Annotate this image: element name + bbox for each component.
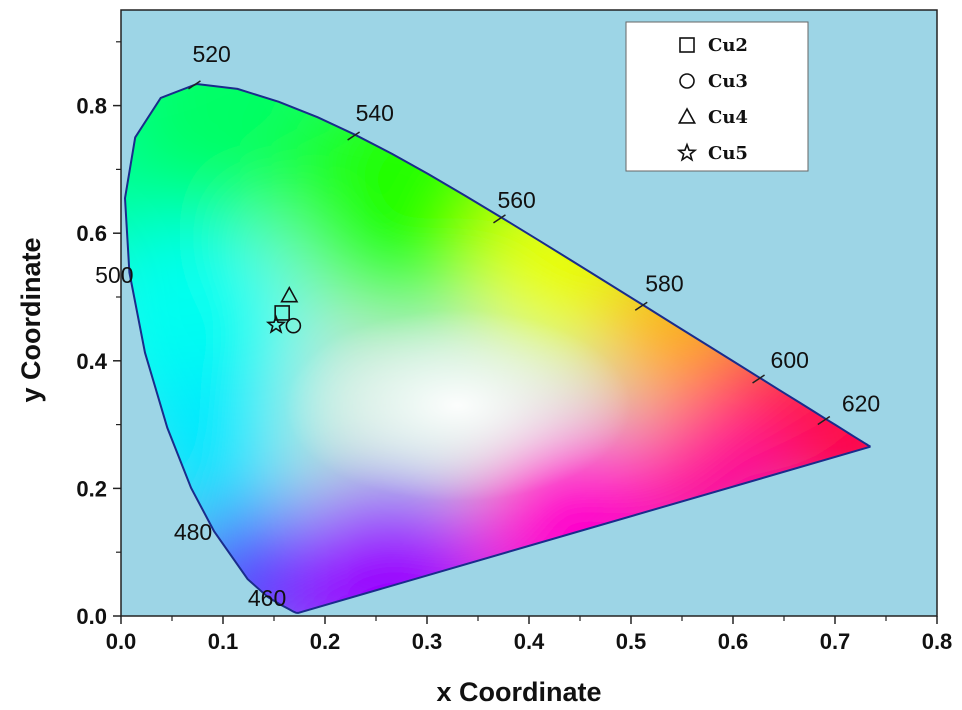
wavelength-label: 620 [842,390,880,416]
wavelength-tick [493,214,506,224]
wavelength-label: 500 [95,262,133,288]
x-tick-label: 0.3 [412,629,443,654]
wavelength-label: 540 [356,100,394,126]
wavelength-labels: 460 480 500 520 540 560 580 600 620 [95,41,880,611]
wavelength-label: 460 [248,585,286,611]
y-tick-label: 0.4 [76,349,107,374]
wavelength-tick [817,415,831,426]
legend-marker-cu4 [677,107,697,124]
wavelength-label: 480 [174,519,212,545]
x-tick-label: 0.1 [208,629,239,654]
x-tick-label: 0.0 [106,629,137,654]
data-points [265,286,302,334]
y-axis-title: y Coordinate [16,237,46,402]
legend: Cu2 Cu3 Cu4 Cu5 [625,21,809,172]
legend-label-cu4: Cu4 [708,107,748,128]
x-tick-label: 0.6 [718,629,749,654]
data-point-cu4 [280,286,299,303]
wavelength-ticks [188,80,831,426]
y-axis: 0.0 0.2 0.4 0.6 0.8 [76,41,121,629]
data-point-cu5 [265,314,287,334]
legend-box [625,21,809,172]
wavelength-label: 520 [192,41,230,67]
wavelength-tick [188,80,201,90]
spectral-locus [123,82,872,614]
y-tick-label: 0.8 [76,94,107,119]
x-tick-label: 0.5 [616,629,647,654]
y-tick-label: 0.6 [76,221,107,246]
x-tick-label: 0.4 [514,629,545,654]
wavelength-tick [752,374,765,384]
legend-label-cu5: Cu5 [708,143,748,164]
white-point-glow [284,309,631,502]
legend-label-cu3: Cu3 [708,71,748,92]
data-point-cu2 [274,305,290,321]
x-axis-title: x Coordinate [436,677,601,707]
y-tick-label: 0.0 [76,604,107,629]
y-tick-label: 0.2 [76,476,107,501]
wavelength-tick [347,131,361,141]
x-tick-label: 0.2 [310,629,341,654]
data-point-cu3 [285,317,302,334]
legend-marker-cu5 [676,142,698,162]
x-tick-label: 0.8 [922,629,953,654]
x-axis: 0.0 0.1 0.2 0.3 0.4 0.5 0.6 0.7 0.8 [106,616,953,654]
x-tick-label: 0.7 [820,629,851,654]
legend-marker-cu2 [679,37,695,53]
legend-label-cu2: Cu2 [708,35,748,56]
wavelength-label: 560 [497,187,535,213]
legend-marker-cu3 [679,73,695,89]
wavelength-label: 600 [771,347,809,373]
wavelength-tick [634,301,648,311]
wavelength-label: 580 [645,270,683,296]
